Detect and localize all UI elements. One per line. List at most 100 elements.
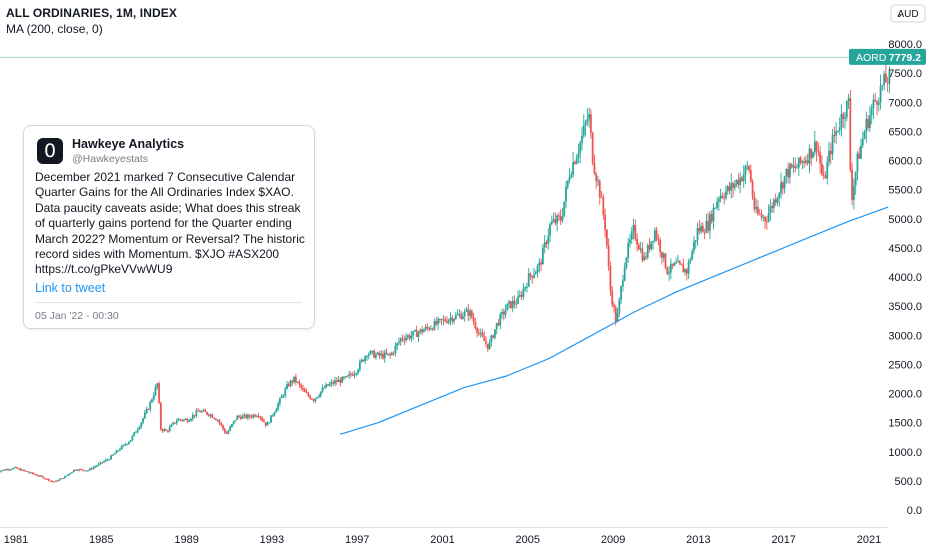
candle-body (114, 453, 116, 454)
candle-body (666, 268, 668, 274)
tradingview-logo-icon: 0 (37, 138, 63, 164)
candle-body (450, 318, 452, 320)
candle-body (284, 389, 286, 396)
candle-body (87, 470, 89, 471)
candle-body (485, 341, 487, 344)
candle-body (222, 425, 224, 429)
candle-body (807, 160, 809, 163)
x-tick-label: 1993 (260, 534, 284, 546)
candle-body (658, 239, 660, 240)
candle-body (171, 425, 173, 427)
y-tick-label: 500.0 (894, 476, 922, 488)
candle-body (233, 421, 235, 424)
candle-body (471, 311, 473, 318)
candle-body (508, 301, 510, 303)
candle-body (98, 464, 100, 466)
link-to-tweet[interactable]: Link to tweet (35, 281, 105, 295)
candle-body (690, 260, 692, 262)
y-tick-label: 7000.0 (888, 97, 922, 109)
candle-body (681, 264, 683, 266)
candle-body (821, 163, 823, 174)
candle-body (677, 261, 679, 262)
candle-body (203, 410, 205, 411)
candle-body (331, 382, 333, 384)
candle-body (235, 420, 237, 421)
candle-body (131, 436, 133, 440)
candle-body (32, 473, 34, 474)
candle-body (615, 307, 617, 322)
candle-body (698, 228, 700, 231)
candle-body (656, 230, 658, 239)
candle-body (69, 473, 71, 474)
candle-body (44, 478, 46, 479)
candle-body (597, 181, 599, 182)
candle-body (188, 421, 190, 422)
candle-body (691, 251, 693, 260)
candle-body (842, 114, 844, 119)
candle-body (268, 423, 270, 424)
candle-body (604, 215, 606, 230)
candle-body (871, 108, 873, 115)
y-tick-label: 1000.0 (888, 447, 922, 459)
candle-body (729, 186, 731, 190)
candle-body (446, 321, 448, 322)
candle-body (236, 416, 238, 420)
candle-body (231, 424, 233, 427)
candle-body (732, 183, 734, 188)
candle-body (546, 242, 548, 244)
candle-body (531, 276, 533, 278)
candle-body (583, 125, 585, 135)
candle-body (338, 380, 340, 382)
candle-body (505, 310, 507, 314)
candle-body (377, 353, 379, 355)
candle-body (833, 135, 835, 136)
candle-body (816, 141, 818, 151)
candle-body (251, 417, 253, 418)
candle-body (395, 346, 397, 353)
candle-body (668, 273, 670, 274)
candle-body (647, 245, 649, 257)
indicator-label: MA (200, close, 0) (6, 22, 103, 36)
candle-body (700, 226, 702, 231)
candle-body (354, 374, 356, 376)
candle-body (357, 370, 359, 374)
candle-body (789, 164, 791, 177)
candle-body (261, 418, 263, 420)
candle-body (37, 476, 39, 477)
candle-body (501, 312, 503, 314)
candle-body (846, 101, 848, 117)
candle-body (579, 143, 581, 153)
candle-body (135, 432, 137, 433)
candle-body (270, 415, 272, 422)
candle-body (490, 336, 492, 342)
candle-body (514, 301, 516, 304)
candle-body (254, 415, 256, 417)
candle-body (519, 295, 521, 297)
candle-body (631, 231, 633, 239)
candle-body (880, 86, 882, 103)
candle-body (350, 374, 352, 375)
currency-button[interactable]: AUD⌄ (891, 5, 925, 22)
candle-body (524, 287, 526, 289)
y-tick-label: 2500.0 (888, 359, 922, 371)
candle-body (498, 323, 500, 325)
candle-body (348, 374, 350, 376)
candle-body (713, 208, 715, 222)
y-tick-label: 3000.0 (888, 330, 922, 342)
candle-body (883, 74, 885, 85)
candle-body (865, 119, 867, 132)
candle-body (105, 460, 107, 461)
candle-body (46, 479, 48, 480)
candle-body (5, 469, 7, 470)
candle-body (665, 253, 667, 267)
y-tick-label: 2000.0 (888, 389, 922, 401)
candle-body (702, 226, 704, 232)
candle-body (592, 133, 594, 164)
candle-body (720, 196, 722, 199)
candle-body (761, 214, 763, 217)
candle-body (187, 419, 189, 422)
candle-body (155, 387, 157, 395)
candle-body (778, 193, 780, 198)
candle-body (226, 433, 228, 434)
candle-body (25, 471, 27, 472)
